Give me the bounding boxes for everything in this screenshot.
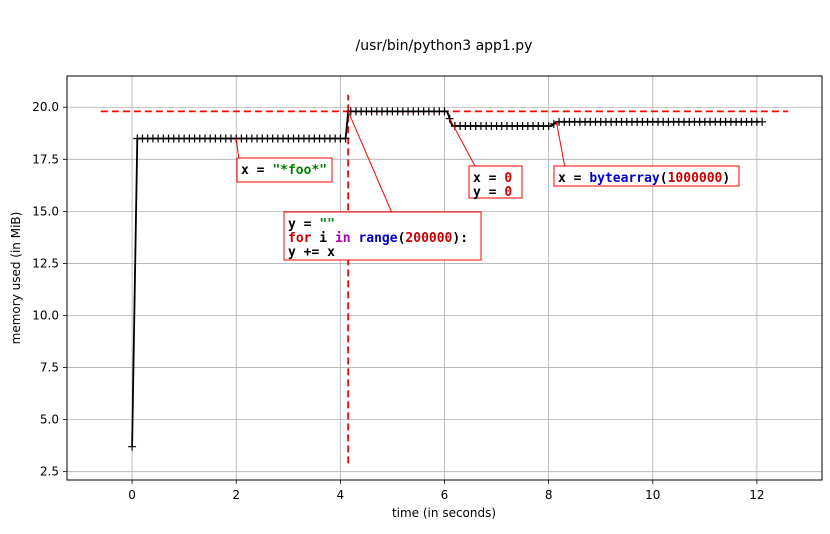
x-tick-label: 0 [128, 488, 136, 502]
annotation-a4: x = bytearray(1000000) [553, 121, 740, 187]
annotation-code-line: x = bytearray(1000000) [558, 171, 730, 186]
annotations: x = "*foo*"y = ""for i in range(200000):… [235, 111, 740, 261]
x-tick-label: 12 [749, 488, 764, 502]
data-point-marker [758, 117, 767, 126]
annotation-code-line: x = 0 [473, 171, 512, 186]
y-tick-label: 15.0 [32, 204, 59, 218]
annotation-arrow [449, 118, 477, 169]
chart-title: /usr/bin/python3 app1.py [356, 38, 533, 54]
x-tick-label: 2 [232, 488, 240, 502]
y-tick-label: 10.0 [32, 308, 59, 322]
data-point-marker [544, 121, 553, 130]
x-tick-label: 10 [645, 488, 660, 502]
y-tick-label: 17.5 [32, 152, 59, 166]
memory-series [128, 107, 767, 451]
annotation-a1: x = "*foo*" [235, 138, 333, 183]
annotation-code-line: y += x [288, 245, 335, 260]
annotation-box [553, 165, 740, 187]
x-axis-label: time (in seconds) [392, 506, 496, 520]
annotation-code-line: x = "*foo*" [241, 163, 327, 178]
annotation-code-line: y = "" [288, 217, 335, 232]
annotation-code-line: y = 0 [473, 185, 512, 200]
y-tick-label: 20.0 [32, 100, 59, 114]
x-tick-label: 6 [441, 488, 449, 502]
y-axis-label: memory used (in MiB) [9, 212, 23, 345]
data-point-marker [341, 134, 350, 143]
annotation-arrow [235, 138, 240, 161]
x-tick-label: 8 [545, 488, 553, 502]
x-tick-label: 4 [337, 488, 345, 502]
grid-lines [67, 76, 822, 480]
annotation-box [236, 157, 333, 183]
annotation-a2: y = ""for i in range(200000): y += x [283, 111, 482, 261]
data-point-marker [128, 442, 137, 451]
annotation-box [283, 211, 482, 261]
y-tick-label: 12.5 [32, 256, 59, 270]
annotation-arrow [555, 121, 566, 169]
annotation-a3: x = 0y = 0 [449, 118, 523, 200]
memory-line [131, 110, 760, 447]
y-tick-label: 2.5 [40, 465, 59, 479]
annotation-code-line: for i in range(200000): [288, 231, 468, 246]
annotation-box [468, 165, 523, 199]
axis-ticks: 0 2 4 6 8 10 12 2.5 5.0 7.5 10.0 12.5 15.0 17.5 20.0 [32, 100, 764, 502]
data-point-marker [440, 107, 449, 116]
y-tick-label: 7.5 [40, 361, 59, 375]
annotation-arrow [347, 111, 393, 214]
y-tick-label: 5.0 [40, 413, 59, 427]
